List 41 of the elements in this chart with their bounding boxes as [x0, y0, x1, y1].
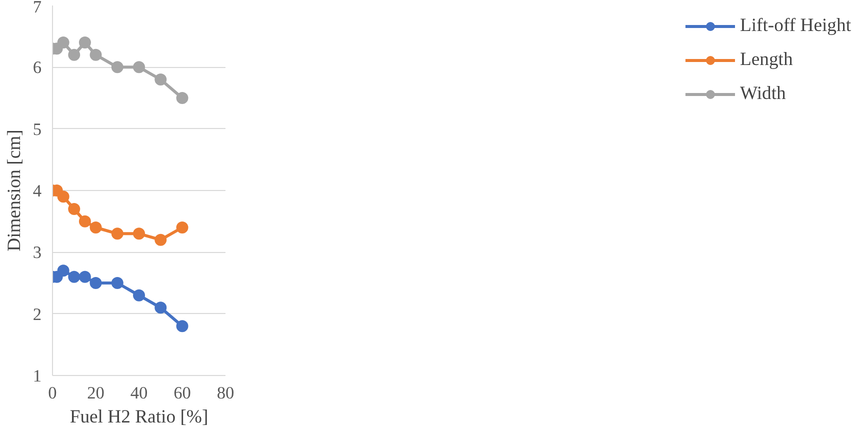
- x-tick-label: 40: [130, 384, 148, 402]
- point: [78, 36, 91, 48]
- x-axis-title: Fuel H2 Ratio [%]: [70, 406, 208, 428]
- point: [154, 234, 167, 246]
- point: [111, 277, 124, 289]
- point: [68, 203, 80, 215]
- point: [68, 270, 80, 283]
- x-tick-label: 60: [174, 384, 191, 402]
- point: [90, 48, 102, 61]
- point: [154, 74, 167, 86]
- point: [78, 215, 91, 228]
- point: [57, 264, 70, 277]
- y-tick-label: 7: [32, 0, 42, 16]
- y-axis-title: Dimension [cm]: [4, 130, 25, 252]
- x-tick-label: 80: [216, 384, 234, 402]
- y-tick-label: 2: [32, 304, 42, 324]
- y-tick-label: 3: [32, 243, 42, 262]
- point: [111, 61, 124, 74]
- y-tick-label: 5: [32, 120, 42, 139]
- point: [78, 270, 91, 283]
- point: [176, 222, 188, 234]
- point: [57, 190, 70, 203]
- point: [133, 228, 145, 240]
- point: [176, 92, 188, 104]
- legend-label: Width: [740, 83, 786, 105]
- legend-label: Length: [740, 49, 793, 71]
- point: [57, 36, 70, 48]
- y-tick-label: 4: [32, 182, 42, 200]
- point: [90, 222, 102, 234]
- x-tick-label: 0: [48, 384, 57, 402]
- point: [176, 320, 188, 332]
- y-tick-label: 1: [32, 366, 42, 386]
- x-tick-label: 20: [87, 384, 104, 402]
- legend-label: Lift-off Height: [740, 15, 851, 37]
- point: [90, 277, 102, 289]
- point: [133, 61, 145, 74]
- point: [154, 302, 167, 314]
- point: [133, 289, 145, 302]
- point: [68, 48, 80, 61]
- point: [111, 228, 124, 240]
- y-tick-label: 6: [32, 58, 42, 78]
